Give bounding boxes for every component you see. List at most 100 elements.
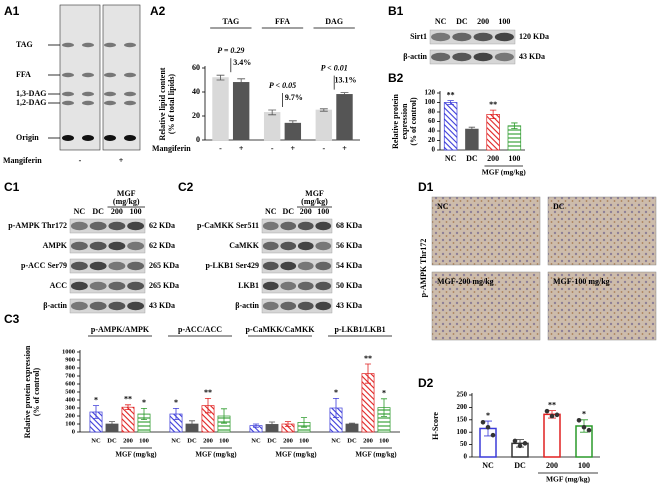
blot-strip <box>261 258 333 274</box>
blot-band <box>297 221 314 231</box>
series-label: NC <box>331 437 341 444</box>
x-axis-label: MGF (mg/kg) <box>355 451 397 459</box>
band <box>82 91 94 97</box>
blot-band <box>262 301 279 311</box>
series-label: + <box>291 144 296 153</box>
row-label: p-ACC Ser79 <box>21 261 67 270</box>
bar <box>345 423 359 433</box>
significance: * <box>334 388 338 397</box>
y-axis-label: (% of control) <box>32 368 41 417</box>
blot-band <box>89 241 107 251</box>
lane-label: NC <box>74 207 86 216</box>
series-label: 100 <box>379 437 389 444</box>
group-label: MGF <box>305 189 324 198</box>
y-axis-label: Relative protein expression <box>23 345 32 438</box>
data-point <box>490 432 496 438</box>
lane-label: 200 <box>477 17 489 26</box>
y-tick-label: 0 <box>464 453 468 461</box>
y-tick-label: 150 <box>457 415 468 423</box>
significance: * <box>486 411 490 420</box>
error-bar <box>92 405 100 419</box>
row-size: 56 KDa <box>336 241 362 250</box>
bar <box>465 128 479 151</box>
significance: ** <box>548 400 556 409</box>
error-bar <box>300 417 308 428</box>
bar <box>263 112 281 141</box>
error-bar <box>268 109 277 116</box>
error-bar <box>216 74 225 81</box>
blot-band <box>108 241 126 251</box>
series-label: NC <box>251 437 261 444</box>
lane-label: 200 <box>111 207 123 216</box>
band <box>124 91 136 97</box>
band <box>104 91 116 97</box>
error-bar <box>268 421 276 428</box>
panel-label: C3 <box>4 312 20 326</box>
band <box>62 72 74 78</box>
row-label: p-LKB1 Ser429 <box>205 261 259 270</box>
band-label: 1,2-DAG <box>16 98 46 107</box>
blot-strip <box>69 278 146 294</box>
data-point <box>549 413 555 419</box>
x-axis-label: MGF (mg/kg) <box>546 475 591 484</box>
blot-band <box>315 221 332 231</box>
significance: * <box>382 389 386 398</box>
blot-band <box>297 261 314 271</box>
ihc-label: MGF-100 mg/kg <box>553 277 610 286</box>
error-bar <box>447 100 454 105</box>
series-label: DC <box>267 437 277 444</box>
blot-band <box>89 281 107 291</box>
band <box>82 135 94 141</box>
y-axis-label: Relative lipid content <box>158 67 167 140</box>
row-label: β-actin <box>43 301 67 310</box>
bar <box>443 102 458 151</box>
band <box>62 42 74 48</box>
error-bar <box>288 120 297 126</box>
series-label: 100 <box>299 437 309 444</box>
bar <box>121 406 135 433</box>
y-tick-label: 100 <box>65 420 75 427</box>
x-axis-label: Mangiferin <box>152 144 191 153</box>
blot-band <box>315 301 332 311</box>
significance: * <box>582 410 586 419</box>
data-point <box>517 443 523 449</box>
lane-label: + <box>119 156 124 165</box>
panel-label: C2 <box>178 180 194 194</box>
row-label: LKB1 <box>238 281 259 290</box>
band <box>104 72 116 78</box>
lane-label: NC <box>435 17 447 26</box>
band <box>62 91 74 97</box>
band <box>124 72 136 78</box>
series-label: DC <box>107 437 117 444</box>
blot-band <box>297 301 314 311</box>
lane-label: 100 <box>317 207 329 216</box>
lane-label: 100 <box>130 207 142 216</box>
error-bar <box>364 363 372 384</box>
blot-band <box>262 281 279 291</box>
blot-strip <box>429 29 516 45</box>
x-tick-label: DC <box>466 154 478 163</box>
y-tick-label: 20 <box>192 111 200 120</box>
error-bar <box>220 408 228 424</box>
blot-band <box>315 281 332 291</box>
blot-band <box>70 221 88 231</box>
blot-band <box>315 241 332 251</box>
blot-band <box>89 301 107 311</box>
error-bar <box>108 421 116 427</box>
x-tick-label: 200 <box>546 461 558 470</box>
error-bar <box>140 408 148 420</box>
row-label: p-CaMKK Ser511 <box>197 221 259 230</box>
blot-strip <box>429 49 516 65</box>
category-label: p-LKB1/LKB1 <box>334 325 385 334</box>
blot-band <box>108 221 126 231</box>
panel-label: A2 <box>150 4 166 18</box>
bar <box>232 82 250 141</box>
y-axis-label: H-Score <box>431 412 440 440</box>
bar <box>486 114 500 151</box>
blot-band <box>494 52 514 62</box>
series-label: + <box>342 144 347 153</box>
y-tick-label: 900 <box>65 356 75 363</box>
p-value: P = 0.29 <box>217 46 244 55</box>
x-axis-label: MGF (mg/kg) <box>115 451 157 459</box>
